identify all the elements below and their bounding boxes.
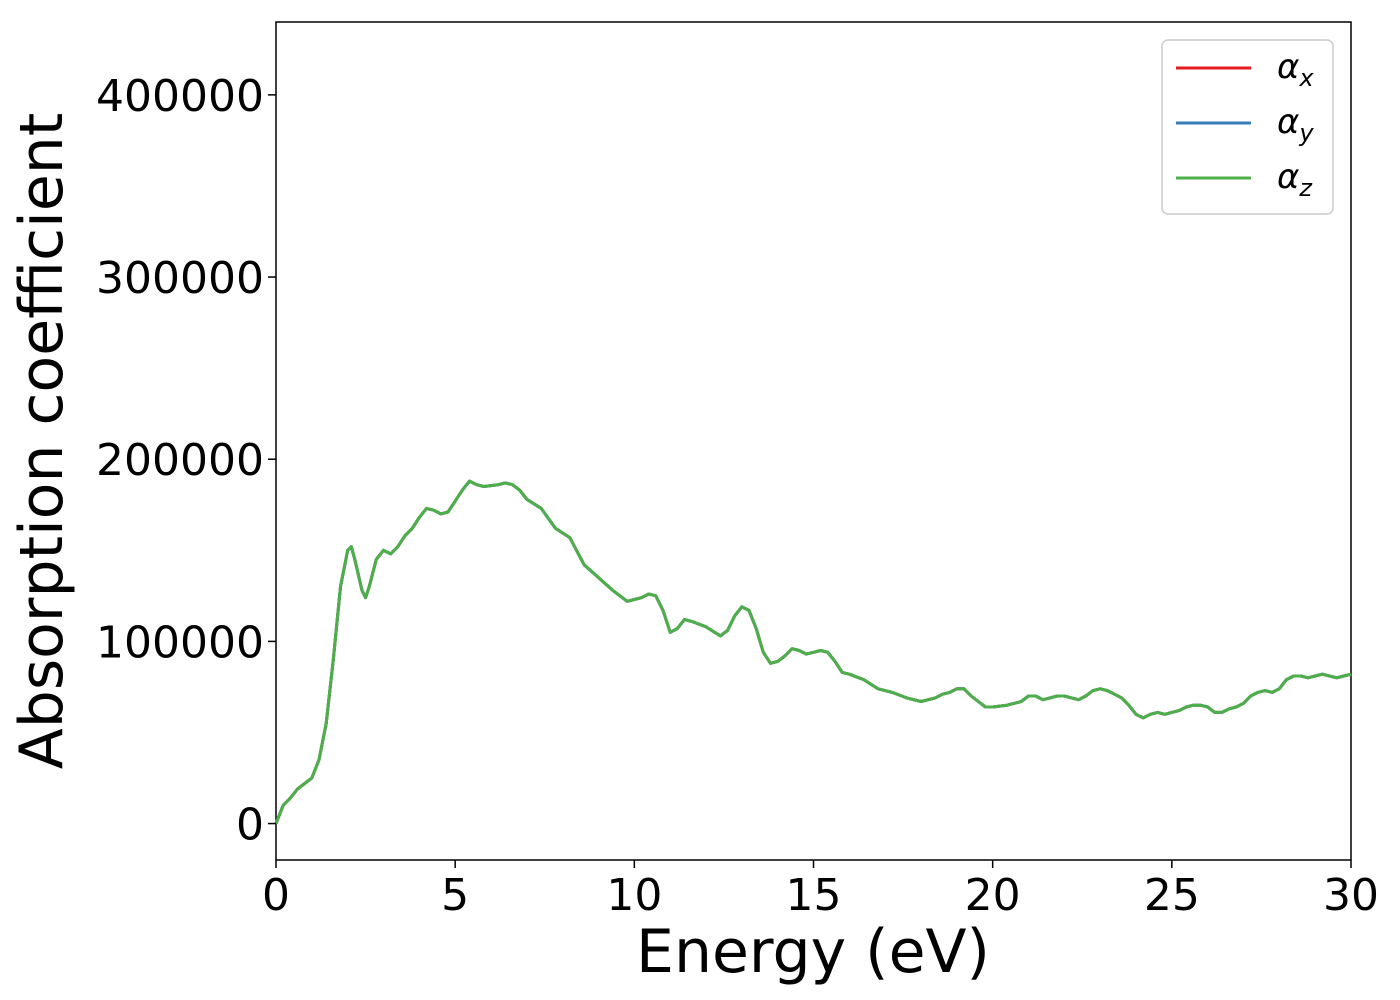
- legend-label-y: αy: [1277, 102, 1314, 147]
- x-tick-label: 10: [606, 870, 662, 921]
- y-tick-label: 200000: [96, 435, 264, 486]
- legend-box: [1161, 39, 1334, 215]
- x-tick-label: 25: [1144, 870, 1200, 921]
- legend-label-subscript: x: [1298, 64, 1314, 92]
- x-tick-label: 0: [262, 870, 290, 921]
- x-tick-label: 20: [965, 870, 1021, 921]
- legend-label-z: αz: [1277, 157, 1313, 202]
- legend-label-symbol: α: [1277, 157, 1299, 197]
- series-line-z: [274, 479, 1352, 825]
- y-axis-label: Absorption coefficient: [7, 113, 77, 770]
- y-tick-label: 0: [236, 800, 264, 851]
- x-axis-ticks: 0 5 10 15 20 25 30: [262, 860, 1379, 921]
- legend-label-symbol: α: [1277, 47, 1299, 87]
- series-layer: [274, 479, 1352, 825]
- legend-label-x: αx: [1277, 47, 1314, 92]
- legend-label-subscript: y: [1298, 119, 1314, 147]
- legend-label-symbol: α: [1277, 102, 1299, 142]
- x-tick-label: 5: [441, 870, 469, 921]
- y-tick-label: 400000: [96, 71, 264, 122]
- y-tick-label: 100000: [96, 617, 264, 668]
- x-tick-label: 15: [786, 870, 842, 921]
- x-tick-label: 30: [1323, 870, 1379, 921]
- y-tick-label: 300000: [96, 253, 264, 304]
- legend-label-subscript: z: [1298, 174, 1313, 202]
- y-axis-ticks: 0 100000 200000 300000 400000: [96, 71, 276, 851]
- x-axis-label: Energy (eV): [636, 917, 990, 987]
